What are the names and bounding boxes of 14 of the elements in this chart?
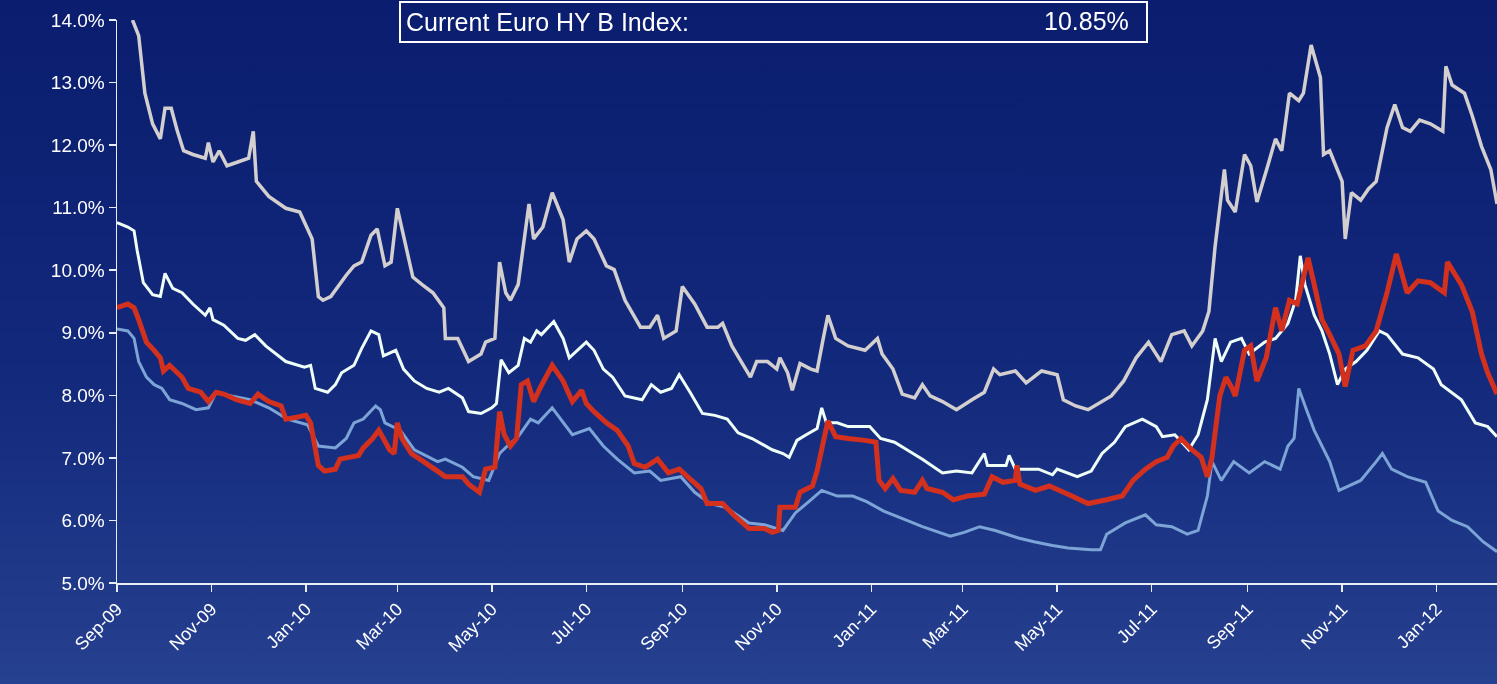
y-tick-label: 8.0% [61, 384, 105, 406]
y-tick-label: 14.0% [50, 9, 105, 31]
annotation: 10.85% [1044, 7, 1129, 35]
y-tick-label: 5.0% [61, 572, 105, 594]
y-tick-label: 9.0% [61, 322, 105, 344]
line-series [117, 221, 1497, 479]
y-tick-label: 6.0% [61, 510, 105, 532]
y-tick-label: 7.0% [61, 447, 105, 469]
y-tick-label: 13.0% [50, 72, 105, 94]
y-tick-label: 10.0% [50, 259, 105, 281]
line-series [117, 327, 1497, 554]
y-tick-label: 12.0% [50, 134, 105, 156]
annotation: Current Euro HY B Index: [406, 8, 690, 36]
y-tick-label: 11.0% [52, 197, 105, 219]
